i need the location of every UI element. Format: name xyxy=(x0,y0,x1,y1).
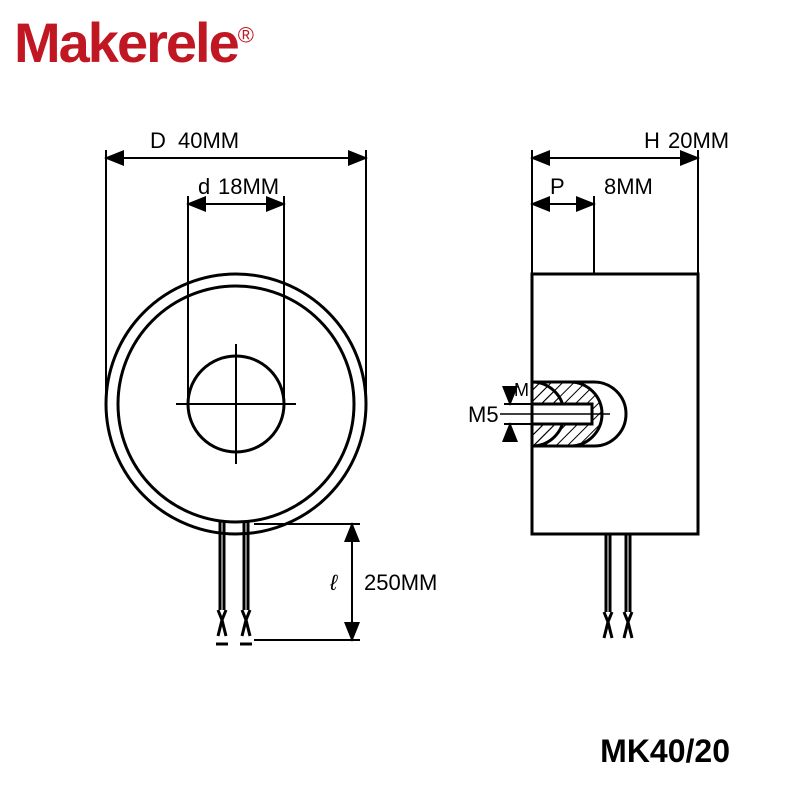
dim-H-value: 20MM xyxy=(668,128,729,153)
registered-mark: ® xyxy=(238,22,252,47)
dim-P-symbol: P xyxy=(550,174,565,199)
technical-diagram: D 40MM d 18MM xyxy=(0,96,800,716)
dim-length-value: 250MM xyxy=(364,570,437,595)
side-view: H 20MM P 8MM xyxy=(468,128,729,638)
dim-length-symbol: ℓ xyxy=(329,570,338,595)
dim-d-symbol: d xyxy=(198,174,210,199)
front-view: D 40MM d 18MM xyxy=(106,128,437,644)
diagram-svg: D 40MM d 18MM xyxy=(0,96,800,716)
brand-name: Makerele xyxy=(14,11,238,74)
thread-label: M5 xyxy=(468,402,499,427)
dim-d-value: 18MM xyxy=(218,174,279,199)
brand-logo: Makerele® xyxy=(14,10,252,75)
dim-D-value: 40MM xyxy=(178,128,239,153)
dim-P-value: 8MM xyxy=(604,174,653,199)
thread-symbol: M xyxy=(514,380,529,400)
model-code: MK40/20 xyxy=(600,733,730,770)
dim-D-symbol: D xyxy=(150,128,166,153)
dim-H-symbol: H xyxy=(644,128,660,153)
